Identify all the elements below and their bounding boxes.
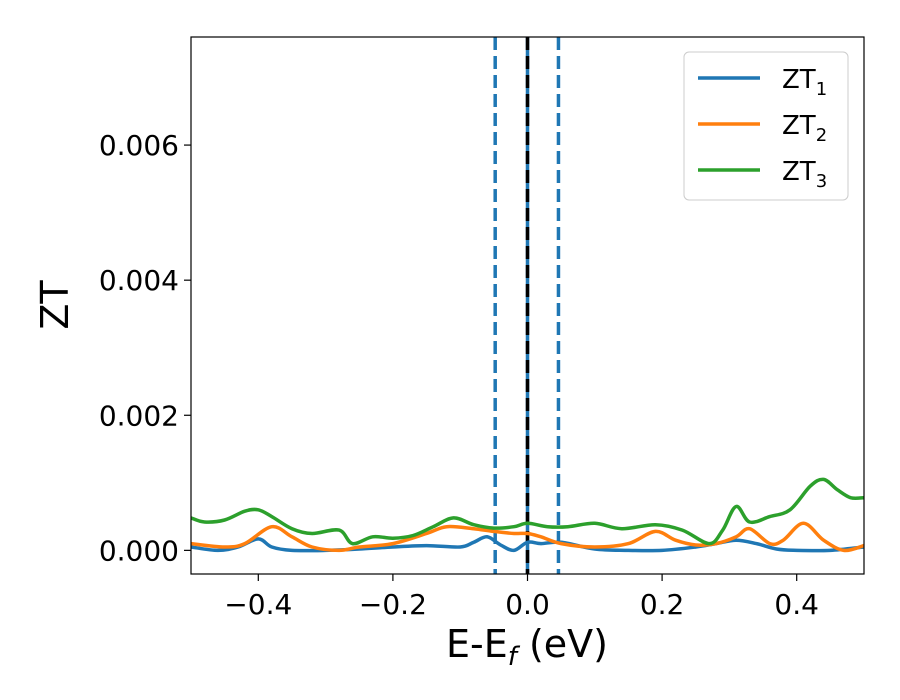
series-line (191, 477, 864, 546)
x-tick-label: 0.4 (774, 588, 819, 621)
y-tick-label: 0.002 (99, 399, 179, 432)
legend-label-main: ZT (782, 65, 816, 95)
legend-label-subscript: 3 (816, 171, 827, 192)
legend-label: ZT2 (782, 111, 827, 146)
vertical-marker-lines (493, 37, 561, 574)
y-axis-ticks: 0.000 0.002 0.004 0.006 (99, 129, 191, 567)
x-tick-label: 0.2 (640, 588, 685, 621)
x-axis-title-main: E-E (446, 622, 508, 666)
legend-label-main: ZT (782, 157, 816, 187)
y-tick-label: 0.000 (99, 534, 179, 567)
legend-box (683, 51, 849, 201)
x-tick-label: 0.0 (505, 588, 550, 621)
legend-label-subscript: 1 (816, 79, 827, 100)
y-tick-label: 0.004 (99, 264, 179, 297)
series-lines (191, 477, 864, 553)
x-tick-label: −0.4 (224, 588, 292, 621)
series-line (191, 535, 864, 553)
y-axis-title: ZT (33, 280, 77, 330)
legend-label-subscript: 2 (816, 125, 827, 146)
x-axis-title: E-Ef (eV) (446, 622, 608, 672)
series-line (191, 521, 864, 553)
legend-label: ZT3 (782, 157, 827, 192)
legend-label: ZT1 (782, 65, 827, 100)
x-axis-ticks: −0.4 −0.2 0.0 0.2 0.4 (224, 574, 819, 621)
y-tick-label: 0.006 (99, 129, 179, 162)
x-axis-title-unit: (eV) (517, 622, 608, 666)
legend-label-main: ZT (782, 111, 816, 141)
x-tick-label: −0.2 (359, 588, 427, 621)
